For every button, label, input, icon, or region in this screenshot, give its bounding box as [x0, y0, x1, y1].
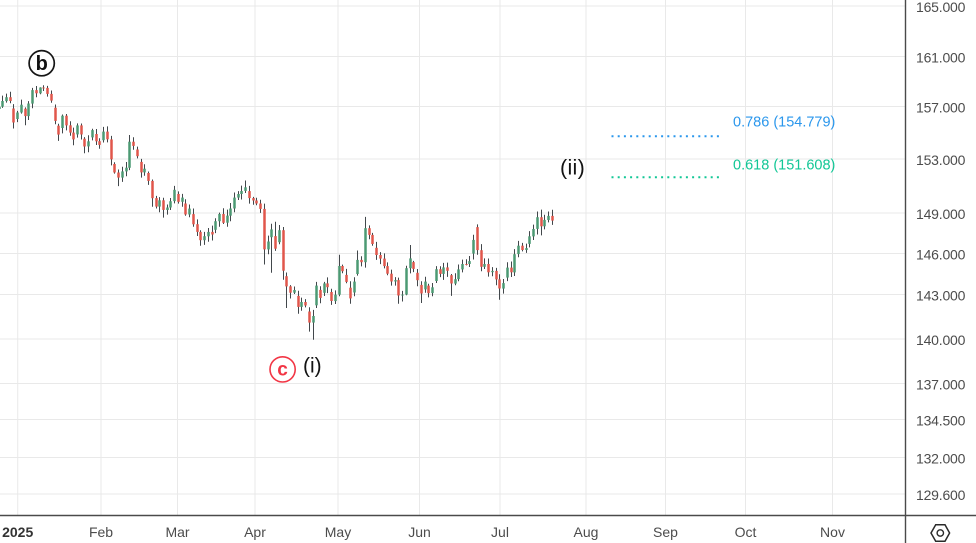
svg-text:Mar: Mar	[165, 524, 189, 540]
svg-text:Apr: Apr	[244, 524, 266, 540]
svg-text:157.000: 157.000	[916, 99, 966, 115]
svg-text:c: c	[277, 360, 288, 381]
svg-text:Nov: Nov	[820, 524, 845, 540]
svg-text:140.000: 140.000	[916, 332, 966, 348]
svg-text:134.500: 134.500	[916, 412, 966, 428]
svg-text:146.000: 146.000	[916, 246, 966, 262]
svg-text:0.618 (151.608): 0.618 (151.608)	[733, 158, 835, 174]
svg-text:143.000: 143.000	[916, 287, 966, 303]
svg-text:b: b	[36, 53, 48, 75]
svg-text:Aug: Aug	[574, 524, 599, 540]
svg-text:165.000: 165.000	[916, 0, 966, 15]
svg-text:161.000: 161.000	[916, 49, 966, 65]
svg-text:Oct: Oct	[735, 524, 757, 540]
svg-text:(i): (i)	[303, 355, 322, 378]
svg-text:149.000: 149.000	[916, 206, 966, 222]
svg-text:153.000: 153.000	[916, 152, 966, 168]
svg-text:Feb: Feb	[89, 524, 113, 540]
svg-text:Jul: Jul	[491, 524, 509, 540]
svg-text:Sep: Sep	[653, 524, 678, 540]
svg-text:(ii): (ii)	[560, 156, 585, 180]
svg-text:0.786 (154.779): 0.786 (154.779)	[733, 115, 835, 131]
svg-text:2025: 2025	[2, 524, 33, 540]
svg-text:132.000: 132.000	[916, 450, 966, 466]
svg-text:May: May	[325, 524, 351, 540]
svg-text:137.000: 137.000	[916, 376, 966, 392]
svg-text:129.600: 129.600	[916, 487, 966, 503]
svg-text:Jun: Jun	[408, 524, 431, 540]
